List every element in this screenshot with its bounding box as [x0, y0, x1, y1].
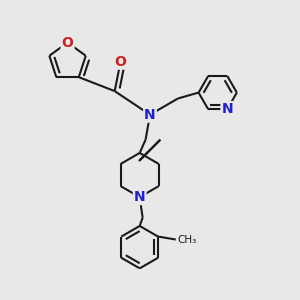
Text: O: O: [61, 35, 74, 50]
Text: CH₃: CH₃: [177, 235, 196, 244]
Text: O: O: [115, 55, 127, 69]
Text: N: N: [221, 102, 233, 116]
Text: N: N: [144, 108, 156, 122]
Text: N: N: [134, 190, 146, 204]
